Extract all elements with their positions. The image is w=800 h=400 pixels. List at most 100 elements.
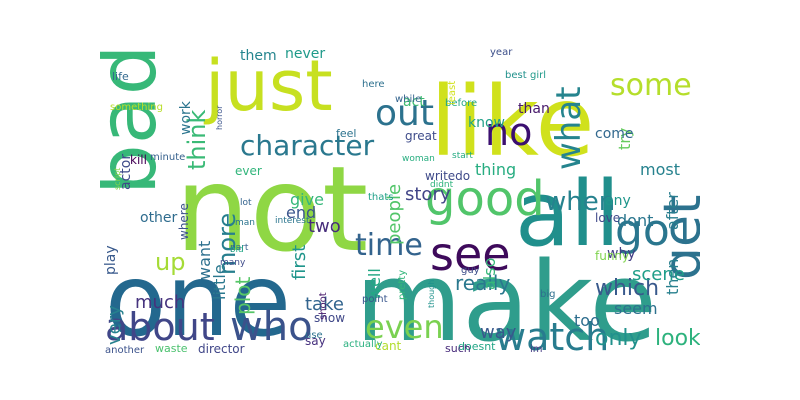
word-even: even <box>365 308 444 346</box>
word-after: after <box>663 192 682 230</box>
word-though: though <box>427 280 436 308</box>
word-work: work <box>178 100 194 135</box>
word-another: another <box>105 345 145 356</box>
word-feel: feel <box>336 127 356 140</box>
word-other: other <box>140 210 178 226</box>
word-want: want <box>195 241 214 280</box>
word-show: show <box>314 311 345 325</box>
word-look: look <box>655 326 700 351</box>
word-actor: actor <box>118 154 134 190</box>
word-most: most <box>640 160 680 179</box>
word-woman: woman <box>402 154 435 164</box>
word-cant: cant <box>375 339 402 353</box>
word-why: why <box>607 246 636 262</box>
word-horror: horror <box>215 105 224 130</box>
word-about: about <box>105 305 215 349</box>
word-only: only <box>595 326 642 351</box>
word-year: year <box>490 47 513 58</box>
word-good: good <box>425 171 545 227</box>
word-well: well <box>365 268 384 300</box>
word-didnt: didnt <box>430 180 454 190</box>
word-end: end <box>286 203 316 222</box>
word-love: love <box>595 211 620 225</box>
word-dont: dont <box>617 211 653 230</box>
word-something: something <box>110 102 163 113</box>
word-minute: minute <box>150 152 185 163</box>
word-people: people <box>384 184 405 245</box>
word-play: play <box>103 245 119 275</box>
word-script: script <box>113 168 122 190</box>
word-just: just <box>203 45 333 127</box>
word-waste: waste <box>155 342 188 355</box>
word-doesnt: doesnt <box>458 340 496 353</box>
word-up: up <box>155 248 185 276</box>
word-no: no <box>485 110 532 154</box>
word-funny: funny <box>595 249 629 263</box>
word-out: out <box>375 93 434 134</box>
word-first: first <box>289 245 310 280</box>
word-than: than <box>518 101 550 117</box>
word-seem: seem <box>614 299 658 318</box>
word-time: time <box>355 228 423 263</box>
word-any: any <box>605 193 631 209</box>
word-thats: thats <box>368 192 394 203</box>
word-scene: scene <box>632 264 685 285</box>
word-interest: interest <box>275 216 310 226</box>
word-when: when <box>545 187 615 217</box>
word-start: start <box>452 151 473 161</box>
word-which: which <box>595 276 659 301</box>
word-watch: watch <box>495 315 609 359</box>
word-shoot: shoot <box>318 292 329 320</box>
word-them: them <box>240 48 277 64</box>
word-very: very <box>104 305 125 345</box>
word-while: while <box>395 94 421 105</box>
word-lot: lot <box>240 198 252 208</box>
word-thing: thing <box>475 160 516 179</box>
word-never: never <box>285 46 325 62</box>
word-use: use <box>305 330 323 341</box>
word-old: old <box>230 245 244 255</box>
word-know: know <box>468 115 505 131</box>
word-point: point <box>362 294 388 305</box>
word-kill: kill <box>130 153 147 167</box>
word-actually: actually <box>343 339 383 350</box>
word-guy: guy <box>461 265 480 276</box>
word-many: many <box>220 258 246 268</box>
word-plot: plot <box>231 277 255 315</box>
word-take: take <box>305 294 344 315</box>
word-best: best <box>505 70 527 81</box>
word-one: one <box>105 242 291 359</box>
word-ever: ever <box>235 164 262 178</box>
word-like: like <box>430 66 595 178</box>
word-too: too <box>574 311 600 330</box>
word-go: go <box>615 205 670 256</box>
word-also: also <box>480 258 499 290</box>
word-director: director <box>198 342 245 356</box>
word-least: least <box>447 81 458 105</box>
word-give: give <box>290 190 324 209</box>
word-who: who <box>230 304 313 350</box>
word-pretty: pretty <box>397 270 408 300</box>
word-writedo: writedo <box>425 169 470 183</box>
word-all: all <box>515 162 620 267</box>
word-then: then <box>663 259 682 295</box>
word-say: say <box>305 334 326 348</box>
word-see: see <box>430 227 511 281</box>
word-character: character <box>240 129 375 162</box>
word-here: here <box>362 79 385 90</box>
word-think: think <box>183 110 211 171</box>
word-really: really <box>455 271 510 295</box>
word-im: im <box>530 344 543 355</box>
word-some: some <box>610 68 692 103</box>
word-bad: bad <box>100 44 174 195</box>
word-such: such <box>445 342 471 355</box>
word-make: make <box>355 238 657 360</box>
word-big: big <box>540 289 555 300</box>
word-get: get <box>653 195 700 280</box>
word-great: great <box>405 129 437 143</box>
word-try: try <box>615 128 634 150</box>
word-much: much <box>135 292 185 313</box>
word-man: man <box>235 218 255 228</box>
word-life: life <box>112 70 129 83</box>
